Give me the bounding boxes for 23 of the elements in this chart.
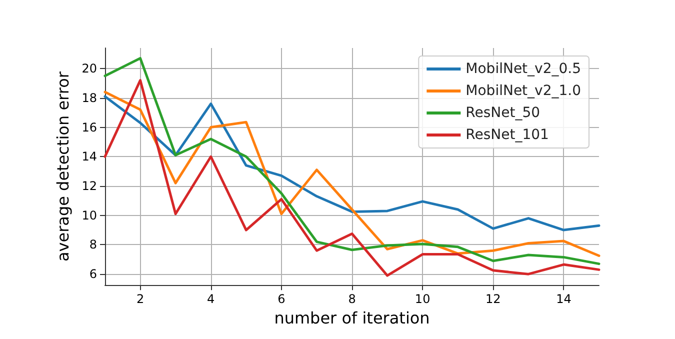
y-tick-label: 18	[82, 90, 97, 105]
x-axis-title: number of iteration	[274, 308, 430, 328]
x-tick-label: 12	[486, 292, 501, 306]
line-series	[104, 79, 600, 277]
y-tick-label: 6	[89, 267, 97, 282]
legend-label: ResNet_50	[466, 105, 540, 121]
y-tick-label: 10	[82, 208, 97, 222]
x-tick-label: 8	[348, 292, 356, 306]
legend-label: MobilNet_v2_0.5	[466, 61, 581, 77]
y-tick-label: 16	[82, 120, 97, 134]
x-tick-label: 4	[207, 292, 215, 306]
y-tick-label: 12	[82, 179, 97, 194]
x-tick-label: 6	[278, 292, 286, 306]
y-tick-label: 20	[82, 62, 97, 76]
y-tick-label: 8	[89, 238, 97, 252]
y-tick-label: 14	[82, 150, 97, 164]
x-tick-label: 2	[136, 292, 144, 306]
y-axis-title: average detection error	[53, 71, 72, 262]
legend-label: ResNet_101	[466, 127, 549, 143]
line-series	[104, 57, 600, 266]
legend-label: MobilNet_v2_1.0	[466, 83, 581, 99]
x-tick-label: 10	[414, 292, 430, 306]
x-tick-label: 14	[556, 292, 572, 306]
